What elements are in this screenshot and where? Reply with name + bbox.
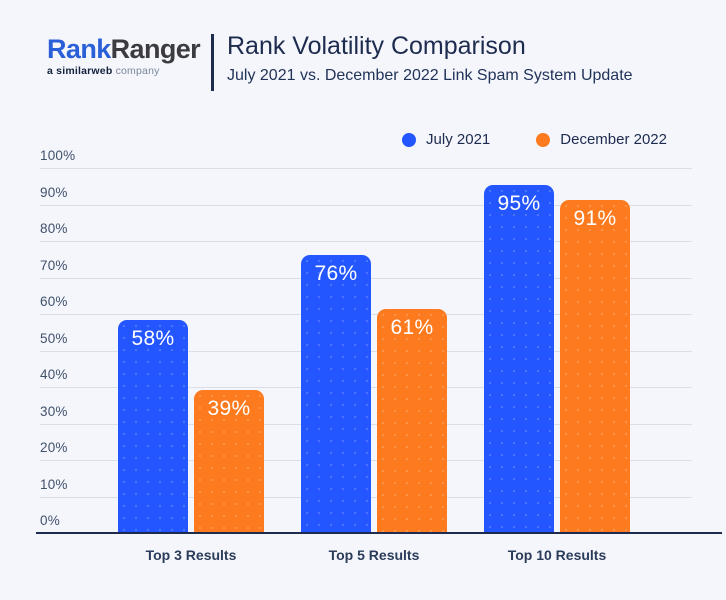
gridline-100: [40, 168, 692, 169]
bar-july-2021-top-3-results: 58%: [118, 320, 188, 532]
bar-value-label: 39%: [207, 396, 251, 420]
legend-item-july-2021: July 2021: [402, 131, 490, 148]
x-label-top-3-results: Top 3 Results: [145, 547, 237, 563]
x-label-top-5-results: Top 5 Results: [328, 547, 420, 563]
y-tick-label-20: 20%: [40, 440, 68, 455]
logo-wordmark: RankRanger: [47, 34, 201, 64]
bar-group-top-3-results: 58% 39%: [118, 320, 264, 532]
gridline-80: [40, 241, 692, 242]
x-label-top-10-results: Top 10 Results: [507, 547, 607, 563]
bar-value-label: 76%: [314, 261, 358, 285]
y-tick-label-50: 50%: [40, 330, 68, 346]
legend-dot-december-2022-icon: [536, 132, 551, 147]
bar-july-2021-top-5-results: 76%: [301, 254, 371, 532]
legend-item-december-2022: December 2022: [536, 131, 667, 148]
legend-label-december-2022: December 2022: [560, 131, 667, 148]
y-tick-label-0: 0%: [40, 513, 60, 528]
bar-value-label: 61%: [390, 316, 434, 340]
tagline-similarweb: similarweb: [56, 65, 113, 77]
plot-area: 100% 90% 80% 70% 60% 50% 40% 30% 20% 10% 0% 58% 39%…: [36, 148, 722, 534]
bars-layer: 58% 39% 76% 61% 95% 91%: [40, 168, 692, 532]
bar-july-2021-top-10-results: 95%: [484, 185, 554, 532]
tagline-prefix: a: [47, 65, 57, 77]
bar-december-2022-top-3-results: 39%: [194, 389, 264, 532]
y-tick-label-30: 30%: [40, 403, 68, 419]
bar-value-label: 95%: [497, 192, 541, 216]
header-divider: [211, 34, 214, 91]
rankranger-logo: RankRanger a similarweb company: [47, 34, 201, 77]
y-tick-label-70: 70%: [40, 257, 68, 273]
bar-group-top-5-results: 76% 61%: [301, 254, 447, 532]
bar-group-top-10-results: 95% 91%: [484, 185, 630, 532]
logo-tagline: a similarweb company: [47, 66, 200, 77]
chart-legend: July 2021 December 2022: [402, 131, 667, 148]
y-tick-label-100: 100%: [40, 148, 76, 163]
y-tick-label-10: 10%: [40, 476, 68, 492]
bar-december-2022-top-10-results: 91%: [560, 199, 630, 532]
page-subtitle: July 2021 vs. December 2022 Link Spam Sy…: [227, 67, 633, 84]
logo-rank-text: Rank: [47, 34, 111, 64]
gridline-90: [40, 204, 692, 206]
y-tick-label-60: 60%: [40, 294, 68, 309]
legend-label-july-2021: July 2021: [426, 131, 491, 148]
bar-value-label: 58%: [131, 327, 175, 351]
y-tick-label-80: 80%: [40, 221, 68, 236]
bar-december-2022-top-5-results: 61%: [377, 309, 447, 532]
legend-dot-july-2021-icon: [402, 132, 417, 147]
y-tick-label-40: 40%: [40, 367, 68, 382]
page-title: Rank Volatility Comparison: [227, 32, 526, 60]
y-tick-label-90: 90%: [40, 184, 68, 200]
logo-ranger-text: Ranger: [110, 34, 201, 64]
x-axis-baseline: [36, 531, 722, 534]
tagline-suffix: company: [112, 65, 160, 77]
x-axis-labels: Top 3 Results Top 5 Results Top 10 Results: [40, 547, 692, 563]
bar-value-label: 91%: [573, 206, 617, 230]
